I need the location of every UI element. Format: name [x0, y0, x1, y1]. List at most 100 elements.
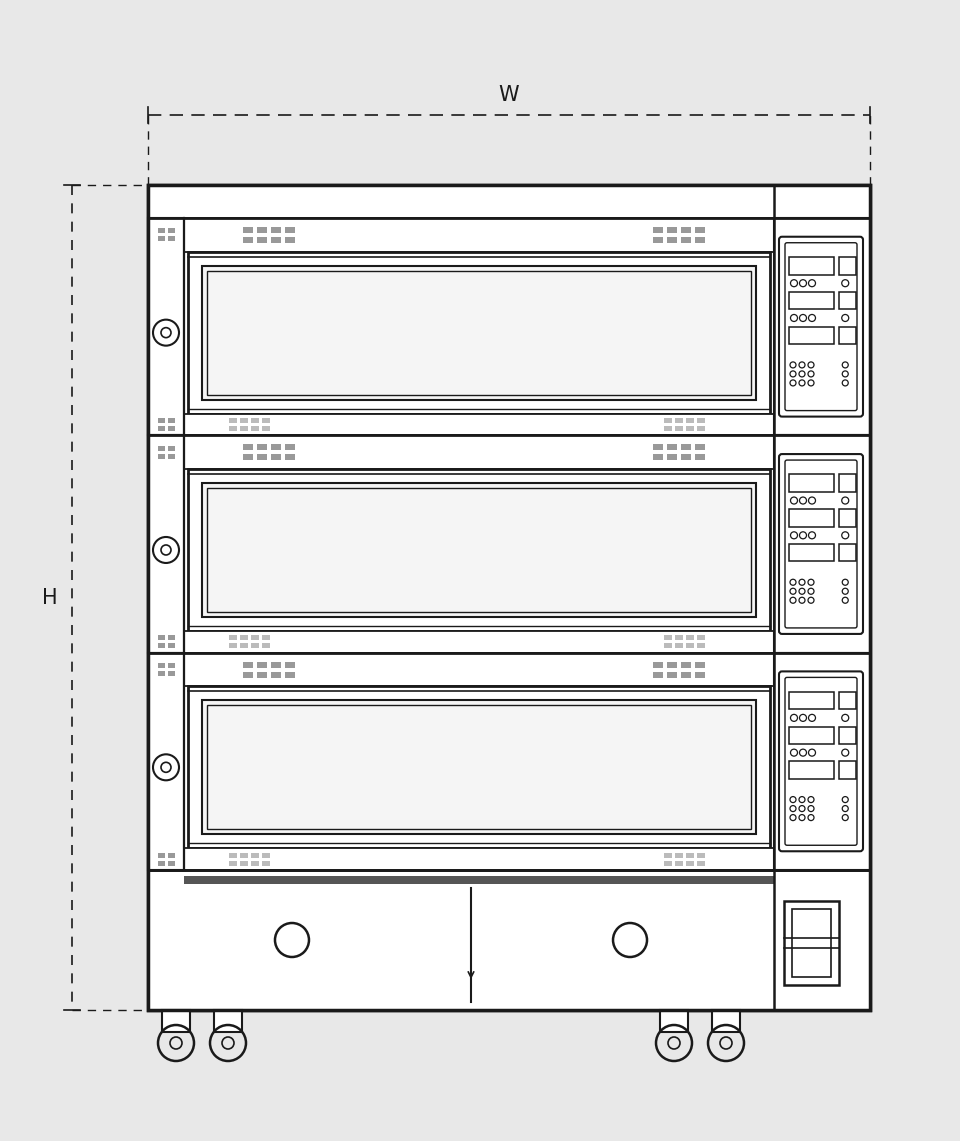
- Bar: [251, 860, 258, 866]
- Bar: [257, 227, 267, 233]
- Bar: [261, 636, 270, 640]
- Bar: [239, 426, 248, 431]
- Bar: [653, 237, 663, 243]
- Bar: [667, 662, 677, 667]
- Bar: [667, 444, 677, 451]
- Bar: [184, 218, 774, 252]
- Bar: [839, 292, 856, 309]
- Bar: [228, 418, 236, 423]
- Bar: [157, 852, 164, 858]
- Bar: [202, 701, 756, 834]
- Bar: [251, 418, 258, 423]
- Bar: [228, 636, 236, 640]
- Bar: [157, 454, 164, 459]
- Bar: [243, 662, 253, 667]
- Bar: [663, 860, 671, 866]
- Bar: [839, 257, 856, 275]
- Bar: [257, 237, 267, 243]
- Bar: [681, 444, 691, 451]
- Bar: [239, 636, 248, 640]
- Bar: [695, 227, 705, 233]
- Bar: [285, 662, 295, 667]
- Bar: [261, 860, 270, 866]
- Bar: [157, 446, 164, 451]
- Bar: [167, 228, 175, 234]
- Bar: [261, 426, 270, 431]
- Bar: [271, 237, 281, 243]
- Bar: [667, 237, 677, 243]
- Bar: [839, 544, 856, 561]
- Bar: [695, 454, 705, 460]
- Bar: [681, 662, 691, 667]
- Bar: [239, 644, 248, 648]
- Bar: [695, 672, 705, 678]
- Bar: [167, 860, 175, 866]
- Bar: [167, 663, 175, 667]
- Bar: [202, 266, 756, 399]
- Bar: [167, 636, 175, 640]
- Bar: [784, 900, 839, 985]
- Bar: [202, 483, 756, 617]
- Bar: [148, 869, 870, 1010]
- Bar: [663, 426, 671, 431]
- Bar: [789, 509, 834, 527]
- Bar: [695, 237, 705, 243]
- Bar: [789, 691, 834, 710]
- Bar: [663, 852, 671, 858]
- FancyBboxPatch shape: [785, 460, 857, 628]
- Bar: [239, 418, 248, 423]
- Bar: [685, 852, 693, 858]
- FancyBboxPatch shape: [785, 678, 857, 845]
- Bar: [285, 672, 295, 678]
- Bar: [148, 185, 870, 218]
- Bar: [157, 663, 164, 667]
- Bar: [184, 413, 774, 436]
- FancyBboxPatch shape: [779, 454, 863, 634]
- Bar: [271, 454, 281, 460]
- Bar: [257, 672, 267, 678]
- Bar: [148, 218, 184, 436]
- Bar: [167, 418, 175, 423]
- Bar: [663, 636, 671, 640]
- Bar: [271, 227, 281, 233]
- Bar: [207, 488, 751, 612]
- Bar: [228, 860, 236, 866]
- Bar: [697, 418, 705, 423]
- Bar: [184, 653, 774, 687]
- Bar: [653, 454, 663, 460]
- Bar: [207, 705, 751, 830]
- Bar: [157, 636, 164, 640]
- Bar: [285, 454, 295, 460]
- Bar: [184, 631, 774, 653]
- Bar: [214, 1010, 242, 1031]
- Bar: [675, 418, 683, 423]
- Bar: [157, 236, 164, 242]
- Bar: [285, 237, 295, 243]
- Bar: [839, 475, 856, 492]
- FancyBboxPatch shape: [779, 671, 863, 851]
- Text: W: W: [498, 84, 519, 105]
- Bar: [271, 444, 281, 451]
- Bar: [157, 671, 164, 675]
- Bar: [789, 727, 834, 744]
- Bar: [789, 761, 834, 778]
- Bar: [663, 644, 671, 648]
- Bar: [239, 860, 248, 866]
- Bar: [667, 454, 677, 460]
- Bar: [251, 644, 258, 648]
- Bar: [251, 636, 258, 640]
- Bar: [675, 852, 683, 858]
- Bar: [167, 671, 175, 675]
- Bar: [774, 218, 870, 436]
- Bar: [184, 436, 774, 469]
- Bar: [695, 662, 705, 667]
- Bar: [157, 860, 164, 866]
- Bar: [792, 908, 831, 977]
- Bar: [685, 418, 693, 423]
- Bar: [839, 691, 856, 710]
- Bar: [681, 672, 691, 678]
- Bar: [697, 644, 705, 648]
- Bar: [663, 418, 671, 423]
- Bar: [228, 426, 236, 431]
- Bar: [188, 687, 770, 848]
